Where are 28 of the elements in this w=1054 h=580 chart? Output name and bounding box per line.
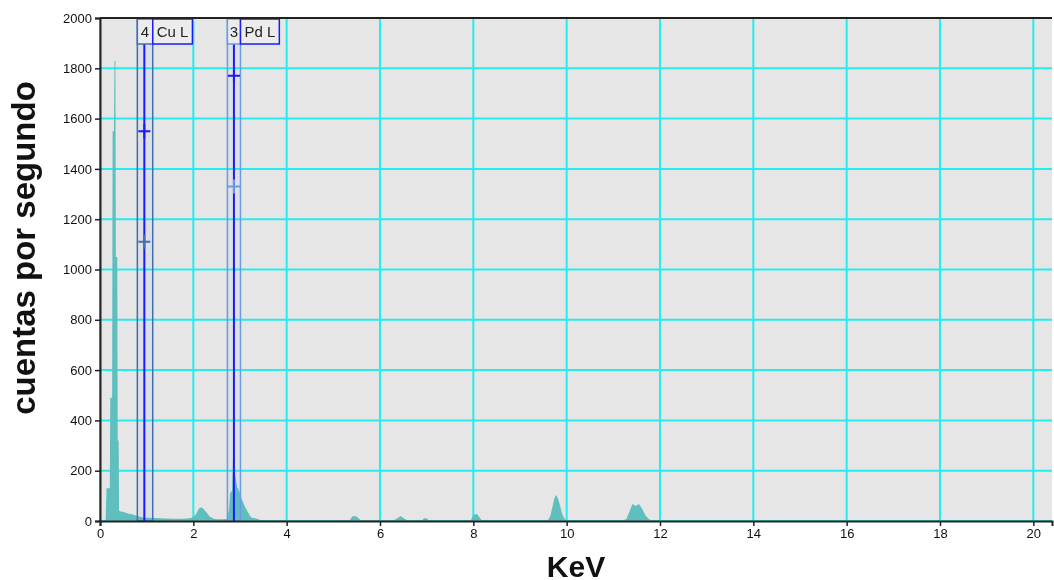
y-tick-label: 400 bbox=[70, 413, 92, 429]
band-label: 3 bbox=[229, 23, 239, 40]
x-tick-label: 4 bbox=[283, 526, 291, 542]
y-axis-title: cuentas por segundo bbox=[5, 81, 42, 415]
band-label: 4 bbox=[140, 23, 150, 40]
x-tick-label: 12 bbox=[653, 526, 668, 542]
x-tick-label: 14 bbox=[746, 526, 762, 542]
y-tick-label: 600 bbox=[70, 362, 92, 378]
x-tick-label: 18 bbox=[933, 526, 948, 542]
ref-line-label: Cu L bbox=[156, 23, 189, 40]
y-tick-label: 1000 bbox=[63, 262, 92, 278]
x-tick-label: 10 bbox=[559, 526, 575, 542]
y-tick-label: 1600 bbox=[63, 111, 92, 127]
y-tick-label: 200 bbox=[70, 463, 92, 479]
y-tick-label: 0 bbox=[84, 513, 92, 529]
y-tick-label: 2000 bbox=[63, 10, 92, 26]
x-tick-label: 2 bbox=[190, 526, 198, 542]
ref-line-label: Pd L bbox=[244, 23, 276, 40]
x-tick-label: 8 bbox=[470, 526, 478, 542]
x-tick-label: 16 bbox=[839, 526, 855, 542]
x-tick-label: 6 bbox=[376, 526, 385, 542]
y-tick-label: 1400 bbox=[63, 161, 92, 177]
y-tick-label: 800 bbox=[70, 312, 92, 328]
x-axis-title: KeV bbox=[546, 550, 606, 580]
x-tick-label: 0 bbox=[96, 526, 105, 542]
y-tick-label: 1800 bbox=[63, 60, 92, 76]
x-tick-label: 20 bbox=[1026, 526, 1042, 542]
y-tick-label: 1200 bbox=[63, 211, 92, 227]
